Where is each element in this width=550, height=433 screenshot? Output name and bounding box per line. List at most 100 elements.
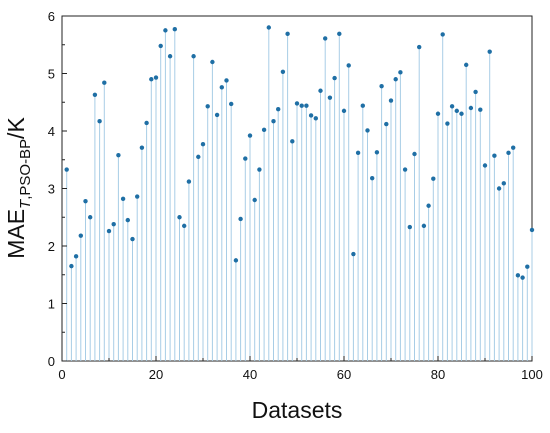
data-point <box>412 151 417 157</box>
x-tick-label: 80 <box>431 367 445 382</box>
y-tick-label: 4 <box>48 124 55 139</box>
markers-group <box>64 25 535 280</box>
data-point <box>196 154 201 160</box>
data-point <box>417 44 422 50</box>
data-point <box>186 179 192 184</box>
y-axis-title-sub-rest: ,PSO-BP <box>17 139 34 200</box>
data-point <box>402 167 408 172</box>
data-point <box>323 36 328 41</box>
y-tick-label: 6 <box>48 9 55 24</box>
data-point <box>285 31 290 37</box>
data-point <box>238 216 243 222</box>
data-point <box>388 98 394 103</box>
data-point <box>78 233 84 238</box>
data-point <box>506 150 511 156</box>
data-point <box>149 77 154 82</box>
data-point <box>69 263 74 269</box>
data-point <box>130 236 135 242</box>
data-point <box>511 145 516 150</box>
data-point <box>102 80 107 85</box>
data-point <box>261 127 267 133</box>
data-point <box>341 108 347 114</box>
data-point <box>266 25 271 30</box>
x-tick-label: 20 <box>149 367 163 382</box>
data-point <box>271 119 276 124</box>
data-point <box>384 121 389 127</box>
data-point <box>167 54 173 59</box>
y-tick-label: 5 <box>48 67 55 82</box>
stems-group <box>66 27 533 361</box>
data-point <box>318 88 323 93</box>
data-point <box>370 175 375 181</box>
data-point <box>280 69 286 74</box>
data-point <box>520 275 525 280</box>
data-point <box>243 156 248 161</box>
data-point <box>468 105 474 111</box>
data-point <box>393 77 398 82</box>
data-point <box>233 258 239 263</box>
data-point <box>205 104 210 109</box>
data-point <box>374 150 380 155</box>
data-point <box>478 107 483 112</box>
data-point <box>276 106 281 112</box>
y-tick-label: 2 <box>48 239 55 254</box>
data-point <box>88 215 93 220</box>
data-point <box>83 198 88 204</box>
data-point <box>346 63 351 68</box>
data-point <box>365 128 370 133</box>
data-point <box>304 103 309 108</box>
data-point <box>153 75 159 80</box>
data-point <box>360 103 365 108</box>
data-point <box>449 104 455 109</box>
y-tick-label: 0 <box>48 354 55 369</box>
data-point <box>294 101 300 106</box>
x-tick-label: 100 <box>521 367 543 382</box>
data-point <box>224 78 229 83</box>
data-point <box>172 27 177 32</box>
data-point <box>120 196 126 202</box>
data-point <box>473 89 478 95</box>
data-point <box>247 133 253 138</box>
data-point <box>97 119 102 124</box>
y-tick-label: 1 <box>48 297 55 312</box>
x-tick-label: 40 <box>243 367 257 382</box>
data-point <box>435 111 441 116</box>
data-point <box>482 163 488 168</box>
data-point <box>214 112 220 118</box>
data-point <box>116 152 121 158</box>
data-point <box>426 203 431 208</box>
data-point <box>313 116 318 121</box>
data-point <box>492 153 497 158</box>
data-point <box>191 54 196 59</box>
data-point <box>308 113 314 118</box>
data-point <box>440 32 445 37</box>
x-axis-title: Datasets <box>252 397 343 423</box>
data-point <box>431 176 436 181</box>
data-point <box>139 145 145 150</box>
data-point <box>210 59 215 65</box>
y-tick-label: 3 <box>48 182 55 197</box>
data-point <box>299 103 304 108</box>
data-point <box>111 221 116 227</box>
y-ticks: 0 1 2 3 4 5 6 <box>48 9 67 369</box>
data-point <box>332 75 337 81</box>
data-point <box>182 223 187 229</box>
data-point <box>501 181 506 186</box>
data-point <box>158 43 163 49</box>
data-point <box>144 120 149 126</box>
data-point <box>125 217 130 223</box>
data-point <box>219 85 224 90</box>
x-ticks: 0 20 40 60 80 100 <box>58 356 543 382</box>
data-point <box>73 254 79 259</box>
data-point <box>529 227 535 233</box>
data-point <box>464 62 469 68</box>
data-point <box>92 92 98 97</box>
data-point <box>135 194 140 199</box>
data-point <box>327 95 333 100</box>
data-point <box>229 101 234 107</box>
data-point <box>525 264 530 269</box>
y-axis-title-sub-italic: T <box>17 198 34 209</box>
data-point <box>200 142 206 147</box>
data-point <box>445 121 450 126</box>
